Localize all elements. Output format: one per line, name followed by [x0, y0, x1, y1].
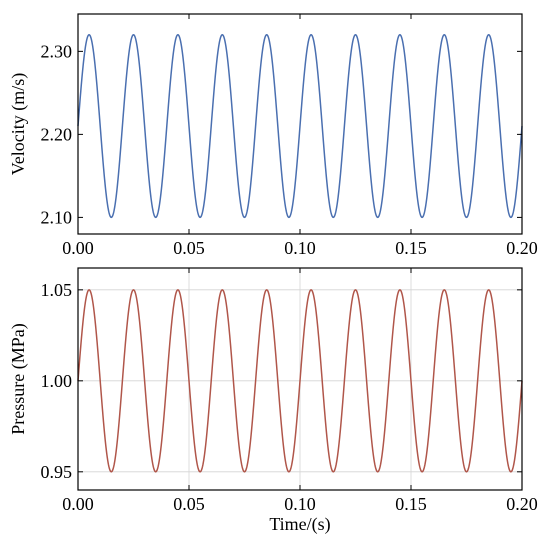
pressure-x-tick-label: 0.00 — [62, 494, 94, 514]
pressure-x-tick-label: 0.20 — [506, 494, 538, 514]
velocity-x-tick-label: 0.15 — [395, 238, 427, 258]
time-x-axis-title: Time/(s) — [269, 514, 330, 535]
velocity-series-line — [77, 33, 523, 219]
pressure-x-tick-label: 0.05 — [173, 494, 205, 514]
velocity-x-tick-label: 0.20 — [506, 238, 538, 258]
pressure-y-tick-label: 1.00 — [41, 371, 73, 391]
pressure-panel: 0.00 0.05 0.10 0.15 0.20 0.95 1.00 1.05 Pressur… — [8, 267, 538, 535]
pressure-series-line — [77, 289, 523, 473]
pressure-x-tick-label: 0.10 — [284, 494, 316, 514]
pressure-y-tick-label: 1.05 — [41, 280, 73, 300]
velocity-x-tick-label: 0.00 — [62, 238, 94, 258]
pressure-y-axis-title: Pressure (MPa) — [8, 323, 29, 434]
pressure-y-tick-label: 0.95 — [41, 462, 73, 482]
velocity-y-tick-label: 2.30 — [41, 41, 73, 61]
velocity-y-tick-label: 2.10 — [41, 207, 73, 227]
pressure-x-tick-label: 0.15 — [395, 494, 427, 514]
velocity-panel: 0.00 0.05 0.10 0.15 0.20 2.10 2.20 2.30 Velocit… — [8, 13, 538, 258]
velocity-y-tick-label: 2.20 — [41, 124, 73, 144]
velocity-y-axis-title: Velocity (m/s) — [8, 73, 29, 175]
velocity-x-tick-label: 0.05 — [173, 238, 205, 258]
velocity-x-tick-label: 0.10 — [284, 238, 316, 258]
